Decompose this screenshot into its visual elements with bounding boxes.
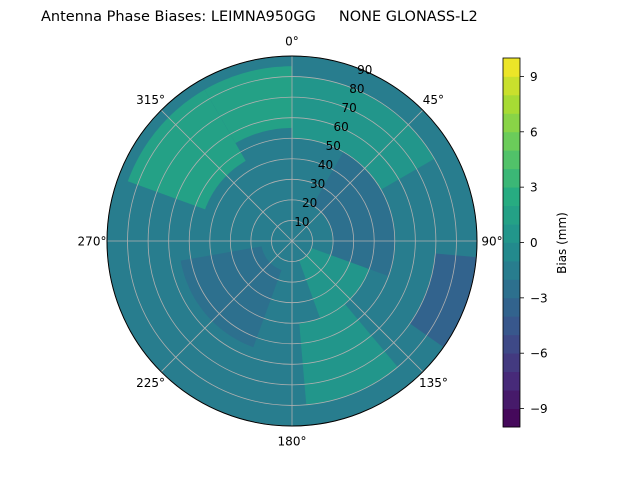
colorbar: −9 −6 −3 0 3 6 9 — [502, 57, 548, 428]
colorbar-segment — [503, 187, 520, 206]
colorbar-segment — [503, 334, 520, 354]
colorbar-segment — [503, 150, 520, 170]
grid-spoke — [291, 109, 424, 242]
colorbar-segment — [503, 131, 520, 151]
colorbar-segment — [503, 297, 520, 317]
colorbar-segment — [503, 353, 520, 373]
radial-tick-label: 20 — [302, 196, 317, 210]
colorbar-segment — [503, 408, 520, 428]
colorbar-segment — [503, 260, 520, 280]
colorbar-segment — [503, 224, 520, 243]
colorbar-segment — [503, 168, 520, 188]
angular-tick-label: 225° — [136, 376, 165, 390]
colorbar-segment — [503, 242, 520, 262]
colorbar-segment — [503, 76, 520, 96]
colorbar-segment — [503, 205, 520, 225]
colorbar-tick-label: 6 — [530, 125, 538, 139]
grid-spoke — [160, 109, 293, 242]
contour-region — [204, 66, 292, 144]
contour-region — [409, 253, 477, 348]
angular-tick-label: 270° — [78, 235, 107, 249]
colorbar-tick-label: −6 — [530, 347, 548, 361]
radial-tick-labels: 10 20 30 40 50 60 70 80 90 — [294, 63, 372, 229]
radial-tick-label: 10 — [294, 215, 309, 229]
radial-tick-label: 30 — [310, 177, 325, 191]
angular-tick-label: 45° — [423, 93, 444, 107]
contour-region — [299, 304, 398, 405]
colorbar-segment — [503, 371, 520, 391]
colorbar-segment — [503, 316, 520, 336]
angular-tick-label: 135° — [419, 376, 448, 390]
angular-tick-label: 0° — [285, 35, 299, 49]
colorbar-tick-label: −9 — [530, 402, 548, 416]
radial-tick-label: 40 — [318, 158, 333, 172]
polar-frame — [106, 55, 478, 427]
polar-grid — [106, 55, 478, 427]
angular-tick-label: 180° — [278, 435, 307, 449]
colorbar-tick-label: 0 — [530, 236, 538, 250]
colorbar-tick-label: 3 — [530, 181, 538, 195]
colorbar-label: Bias (mm) — [555, 212, 569, 274]
angular-tick-label: 90° — [481, 235, 502, 249]
colorbar-tick-label: 9 — [530, 70, 538, 84]
angular-tick-labels: 0° 45° 90° 135° 180° 225° 270° 315° — [78, 35, 503, 449]
radial-tick-label: 80 — [349, 82, 364, 96]
colorbar-segment — [503, 390, 520, 409]
grid-spoke — [291, 240, 424, 373]
angular-tick-label: 315° — [136, 93, 165, 107]
chart-title: Antenna Phase Biases: LEIMNA950GG NONE G… — [41, 9, 478, 25]
colorbar-segment — [503, 94, 520, 114]
grid-spoke — [160, 240, 293, 373]
radial-tick-label: 90 — [357, 63, 372, 77]
colorbar-tick-label: −3 — [530, 291, 548, 305]
radial-tick-label: 50 — [326, 139, 341, 153]
colorbar-segment — [503, 58, 520, 77]
radial-tick-label: 60 — [334, 120, 349, 134]
colorbar-segment — [503, 279, 520, 299]
colorbar-segment — [503, 113, 520, 133]
radial-tick-label: 70 — [341, 101, 356, 115]
contour-region — [127, 89, 246, 210]
contour-region — [292, 76, 435, 190]
